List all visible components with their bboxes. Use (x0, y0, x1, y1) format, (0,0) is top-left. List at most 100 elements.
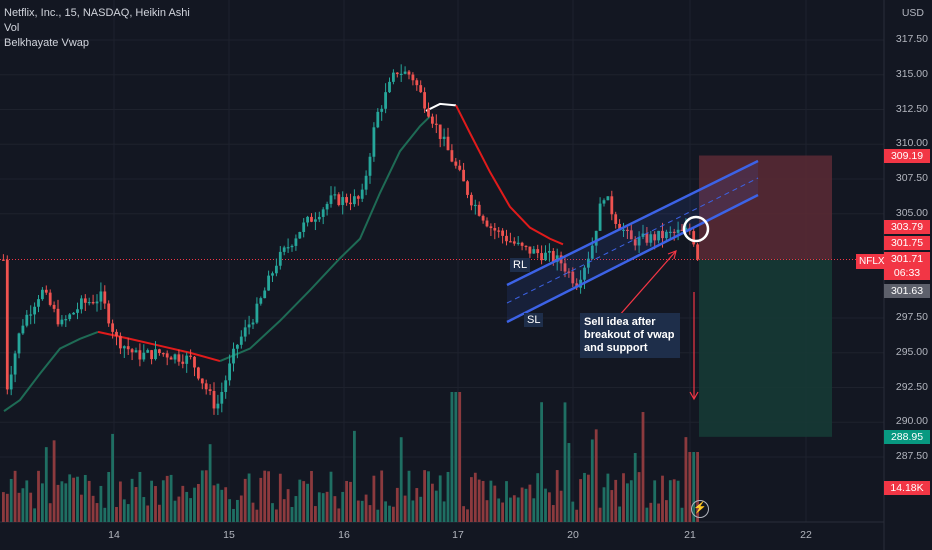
volume-bar (255, 509, 259, 522)
candle-body (216, 403, 220, 409)
lightning-icon[interactable]: ⚡ (691, 500, 709, 518)
volume-indicator-label[interactable]: Vol (4, 22, 20, 34)
volume-bar (271, 503, 274, 522)
volume-bar (107, 471, 111, 522)
candle-body (481, 215, 485, 221)
candle-body (25, 314, 29, 326)
candle-body (5, 259, 9, 390)
candle-body (489, 226, 493, 229)
volume-bar (688, 452, 692, 522)
volume-bar (470, 477, 473, 522)
candle-body (95, 301, 99, 304)
candle-body (17, 333, 21, 354)
candle-body (672, 231, 676, 233)
candle-body (353, 196, 356, 205)
target-arrow-head (689, 391, 699, 401)
candle-body (473, 204, 477, 207)
volume-bar (450, 392, 454, 522)
candle-body (68, 314, 72, 320)
volume-bar (146, 505, 150, 522)
sl-label[interactable]: SL (524, 313, 544, 327)
volume-bar (126, 504, 130, 522)
price-axis-label: 315.00 (895, 67, 928, 80)
volume-bar (99, 485, 103, 522)
sell-idea-callout[interactable]: Sell idea after breakout of vwap and sup… (580, 313, 680, 358)
candle-body (637, 236, 641, 246)
volume-bar (536, 473, 540, 522)
candle-body (337, 194, 341, 206)
vwap-indicator-label[interactable]: Belkhayate Vwap (4, 37, 89, 49)
candle-body (419, 85, 423, 93)
volume-bar (563, 402, 567, 522)
volume-bar (142, 497, 146, 522)
volume-bar (212, 485, 216, 522)
volume-bar (434, 490, 438, 522)
candle-body (259, 298, 263, 304)
candle-body (692, 231, 696, 245)
volume-bar (278, 473, 282, 522)
volume-bar (411, 500, 415, 522)
candle-body (493, 228, 497, 231)
candle-body (286, 247, 290, 249)
volume-bar (649, 502, 653, 522)
volume-bar (520, 487, 524, 522)
candle-body (384, 92, 387, 109)
candle-body (306, 216, 309, 223)
volume-bar (239, 495, 243, 522)
candle-body (21, 325, 25, 334)
candle-body (60, 319, 64, 325)
volume-bar (528, 484, 532, 522)
candle-body (275, 265, 278, 274)
candle-body (555, 255, 559, 263)
callout-arrow-head (667, 250, 677, 260)
candle-body (44, 289, 48, 293)
volume-bar (56, 484, 60, 522)
candle-body (583, 267, 586, 280)
candle-body (415, 80, 419, 86)
volume-bar (676, 480, 680, 522)
candle-body (360, 189, 364, 199)
position-zones (0, 155, 884, 437)
volume-bar (462, 506, 465, 522)
candle-body (454, 161, 458, 166)
volume-bar (68, 474, 72, 522)
rl-label[interactable]: RL (510, 258, 531, 272)
volume-bar (294, 496, 298, 522)
volume-bar (310, 470, 313, 522)
candle-body (298, 231, 302, 239)
volume-bar (154, 486, 157, 522)
volume-bar (376, 509, 380, 522)
volume-bar (302, 481, 306, 522)
candle-body (665, 231, 668, 239)
vwap-up-segment (219, 115, 431, 363)
volume-bar (590, 439, 594, 522)
volume-bar (540, 402, 543, 522)
candle-body (520, 242, 524, 246)
currency-label[interactable]: USD (901, 7, 924, 19)
volume-bar (204, 470, 208, 522)
symbol-title[interactable]: Netflix, Inc., 15, NASDAQ, Heikin Ashi (4, 7, 190, 19)
candle-body (80, 298, 83, 310)
candle-body (333, 194, 337, 196)
volume-bar (598, 507, 602, 522)
candle-body (536, 249, 540, 254)
candle-body (349, 202, 352, 205)
candle-body (345, 197, 348, 203)
volume-bar (95, 503, 99, 522)
candle-body (282, 247, 286, 252)
volume-bar (665, 500, 668, 522)
candle-body (208, 389, 212, 392)
price-axis-label: 292.50 (895, 380, 928, 393)
candle-body (278, 251, 282, 266)
volume-bar (392, 506, 395, 522)
candle-body (653, 234, 657, 241)
candle-body (122, 346, 126, 349)
volume-bar (680, 507, 684, 522)
volume-bar (622, 473, 625, 522)
volume-bar (111, 433, 114, 522)
candle-body (516, 242, 520, 244)
volume-bar (150, 480, 153, 522)
volume-bar (388, 505, 391, 522)
candle-body (341, 197, 345, 206)
